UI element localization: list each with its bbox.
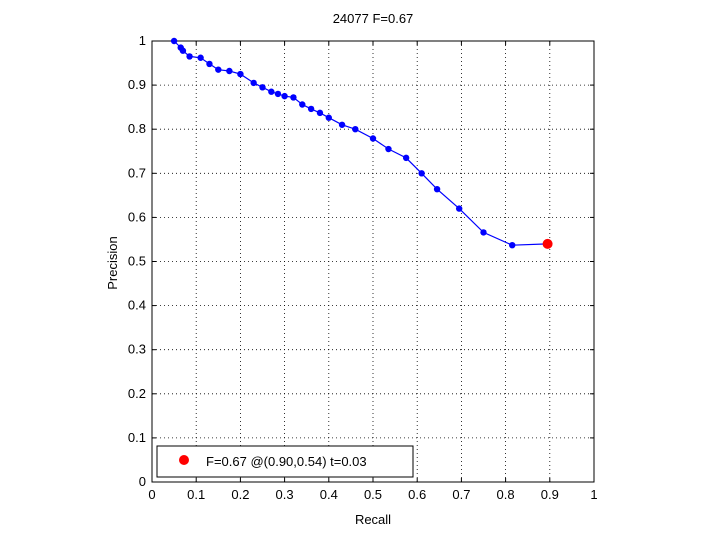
pr-curve-point xyxy=(307,105,315,113)
x-tick-label: 0.7 xyxy=(452,487,470,502)
pr-curve-point xyxy=(226,67,233,75)
pr-curve-point xyxy=(385,145,392,153)
pr-curve-point xyxy=(480,229,487,236)
pr-curve-point xyxy=(316,109,324,117)
x-tick-label: 1 xyxy=(590,487,597,502)
pr-curve-point xyxy=(433,185,441,193)
pr-curve-point xyxy=(455,205,463,212)
x-tick-label: 0.4 xyxy=(320,487,338,502)
pr-curve-point xyxy=(338,121,346,128)
pr-curve-point xyxy=(197,54,204,61)
pr-curve-point xyxy=(237,70,244,78)
pr-curve xyxy=(170,37,553,249)
pr-curve-point xyxy=(299,101,306,108)
y-tick-label: 1 xyxy=(139,33,146,48)
x-tick-label: 0.6 xyxy=(408,487,426,502)
pr-curve-point xyxy=(259,84,266,91)
x-tick-label: 0.5 xyxy=(364,487,382,502)
pr-curve-point xyxy=(250,79,257,87)
y-tick-label: 0 xyxy=(139,474,146,489)
grid xyxy=(152,41,594,482)
pr-curve-point xyxy=(186,53,193,60)
legend-label: F=0.67 @(0.90,0.54) t=0.03 xyxy=(206,454,367,469)
legend-box xyxy=(156,445,414,478)
pr-curve-point xyxy=(274,90,282,98)
pr-curve-point xyxy=(369,135,377,142)
y-tick-label: 0.8 xyxy=(128,121,146,136)
y-axis-label: Precision xyxy=(105,236,120,289)
pr-curve-point xyxy=(509,241,516,249)
chart-title: 24077 F=0.67 xyxy=(333,11,414,26)
pr-curve-point xyxy=(215,66,222,73)
x-tick-label: 0.2 xyxy=(231,487,249,502)
legend: F=0.67 @(0.90,0.54) t=0.03 xyxy=(156,445,414,478)
y-tick-label: 0.3 xyxy=(128,342,146,357)
y-tick-label: 0.9 xyxy=(128,77,146,92)
x-tick-label: 0 xyxy=(148,487,155,502)
pr-curve-point xyxy=(418,170,425,177)
y-tick-label: 0.5 xyxy=(128,254,146,269)
pr-curve-point xyxy=(179,47,187,54)
pr-curve-point xyxy=(281,92,288,100)
axes: 0 0.1 0.2 0.3 0.4 0.5 0.6 0.7 0.8 0.9 1 0 0.1 0.2 0.3 0… xyxy=(128,33,598,502)
y-tick-label: 0.7 xyxy=(128,165,146,180)
x-tick-label: 0.3 xyxy=(276,487,294,502)
y-tick-label: 0.1 xyxy=(128,430,146,445)
y-tick-label: 0.2 xyxy=(128,386,146,401)
pr-curve-point xyxy=(206,60,213,68)
x-tick-label: 0.1 xyxy=(187,487,205,502)
y-tick-label: 0.4 xyxy=(128,298,146,313)
y-tick-label: 0.6 xyxy=(128,209,146,224)
pr-curve-point xyxy=(290,94,297,101)
x-tick-label: 0.9 xyxy=(541,487,559,502)
best-f-point xyxy=(542,238,553,249)
pr-curve-point xyxy=(402,154,410,162)
x-axis-label: Recall xyxy=(355,512,391,527)
pr-curve-point xyxy=(352,126,359,133)
x-tick-label: 0.8 xyxy=(497,487,515,502)
pr-curve-point xyxy=(325,114,332,121)
pr-curve-point xyxy=(268,88,275,95)
pr-curve-point xyxy=(170,37,178,45)
legend-marker xyxy=(179,455,189,465)
